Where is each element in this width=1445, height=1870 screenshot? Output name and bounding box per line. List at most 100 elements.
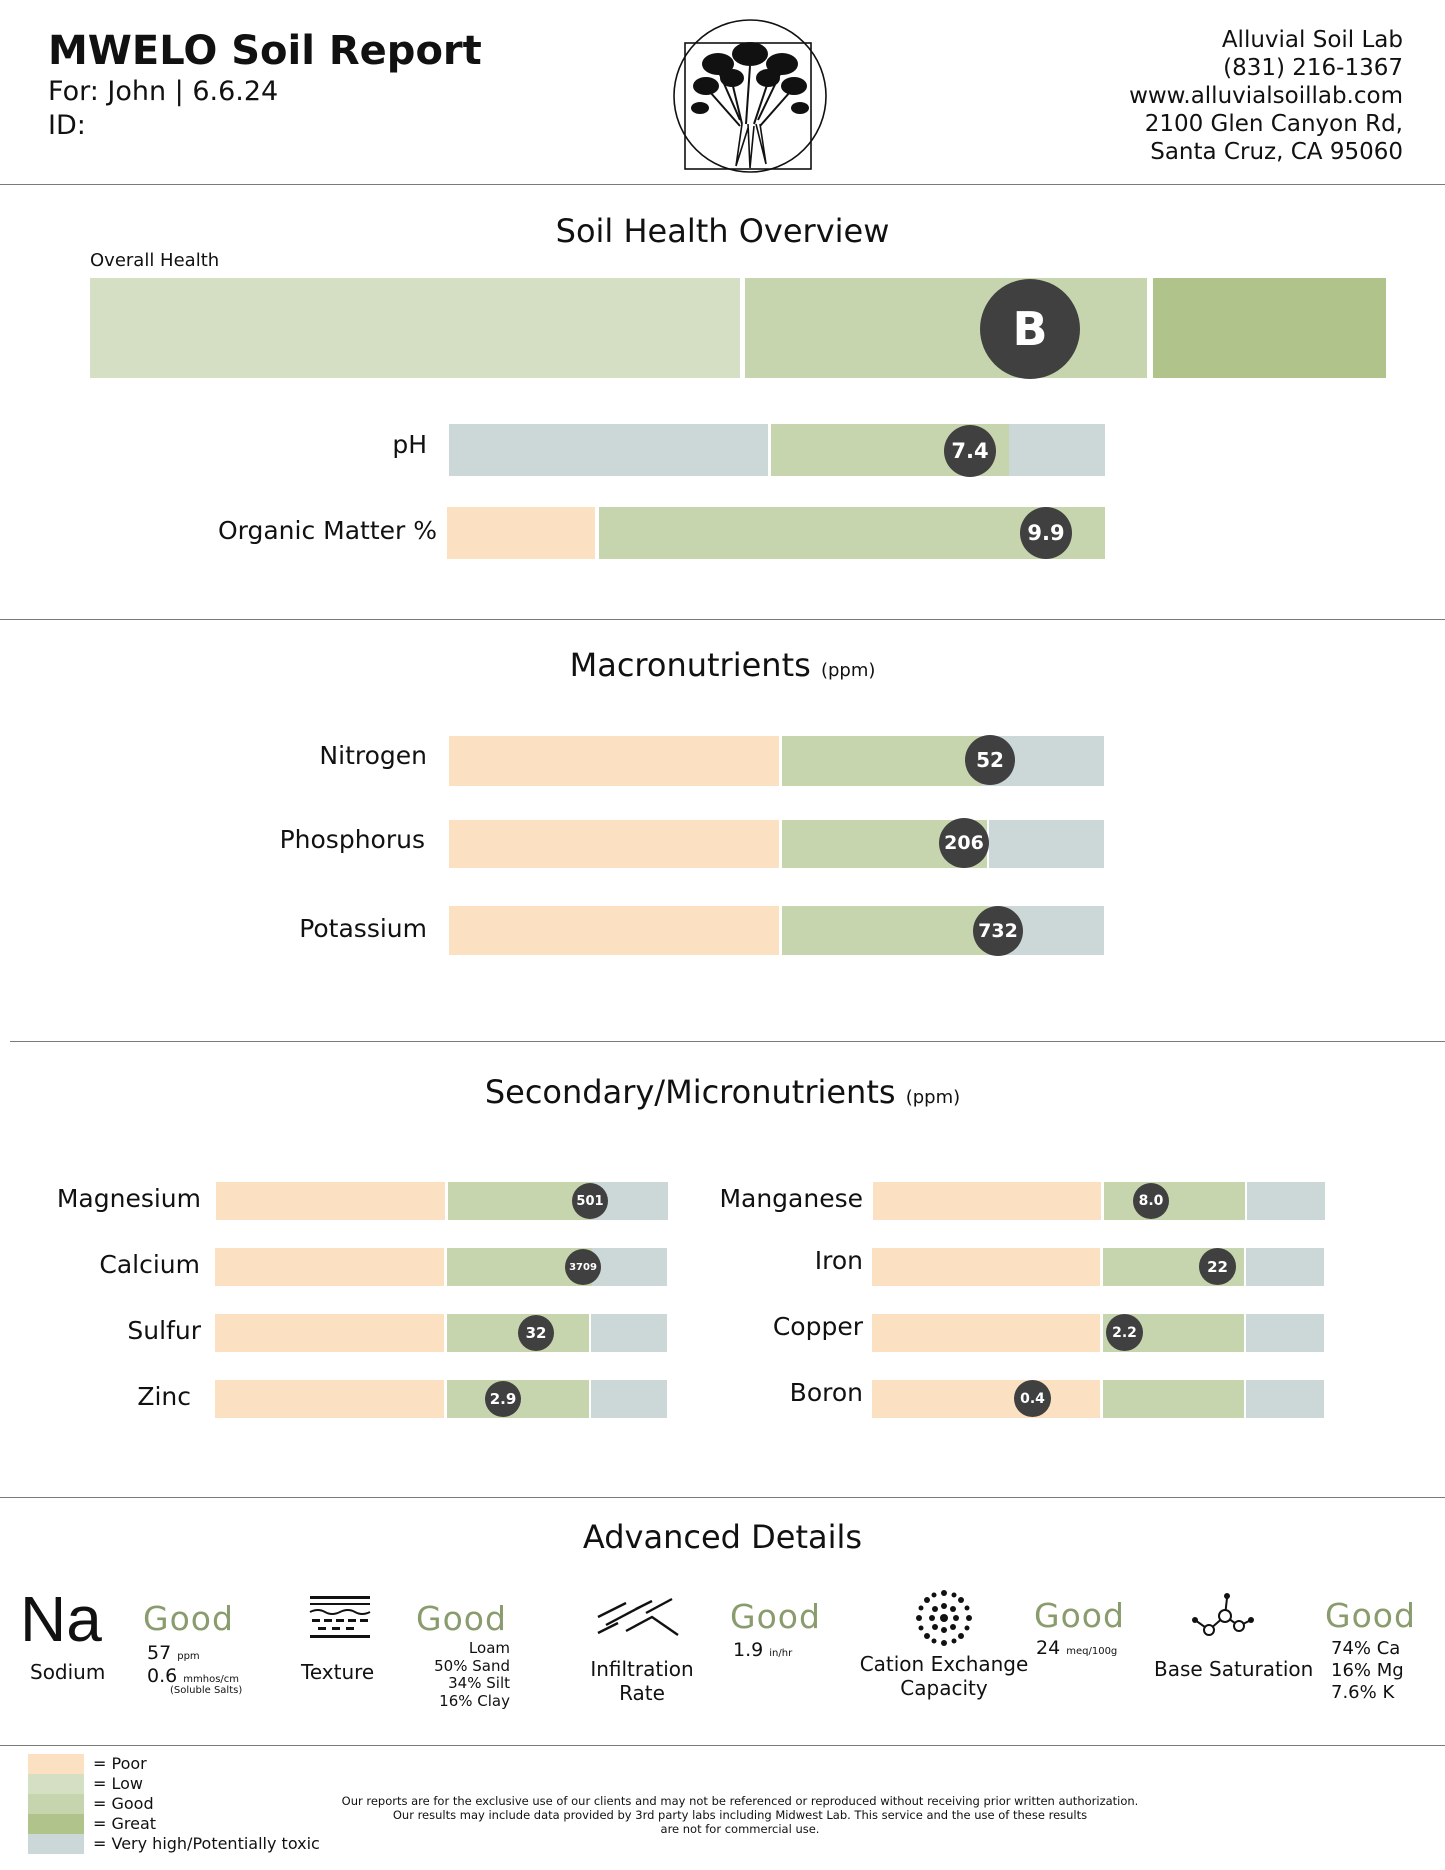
organic-matter-value-badge: 9.9 <box>1020 507 1072 559</box>
copper-label: Copper <box>772 1312 863 1341</box>
manganese-value-badge: 8.0 <box>1133 1183 1169 1219</box>
bar-segment-vhigh <box>1246 1248 1324 1286</box>
sodium-ppm-unit: ppm <box>177 1651 200 1662</box>
ph-bar <box>449 424 1105 476</box>
bar-segment-vhigh <box>1246 1314 1324 1352</box>
lab-city: Santa Cruz, CA 95060 <box>1150 139 1403 165</box>
bar-segment-good <box>1104 1182 1245 1220</box>
overall-grade-badge: B <box>980 279 1080 379</box>
bar-segment-vhigh <box>591 1380 667 1418</box>
iron-bar <box>872 1248 1324 1286</box>
sulfur-label: Sulfur <box>127 1316 201 1345</box>
macronutrients-unit: (ppm) <box>820 660 876 681</box>
micronutrients-unit: (ppm) <box>905 1087 961 1108</box>
sodium-ec-unit: mmhos/cm <box>183 1674 240 1685</box>
cation-cluster-icon <box>916 1590 972 1646</box>
sodium-label: Sodium <box>30 1660 106 1684</box>
id-line: ID: <box>48 110 86 141</box>
lab-street: 2100 Glen Canyon Rd, <box>1144 111 1403 137</box>
sodium-ppm: 57 ppm <box>147 1642 200 1664</box>
manganese-label: Manganese <box>719 1184 863 1213</box>
magnesium-label: Magnesium <box>56 1184 201 1213</box>
texture-silt: 34% Silt <box>448 1674 510 1692</box>
overall-health-label: Overall Health <box>90 250 220 271</box>
bar-segment-vhigh <box>1247 1182 1325 1220</box>
base-k: 7.6% K <box>1331 1682 1395 1703</box>
bar-segment-poor <box>449 736 779 786</box>
sulfur-bar <box>215 1314 667 1352</box>
bar-segment-poor <box>872 1248 1100 1286</box>
legend-label-good: = Good <box>93 1794 154 1813</box>
cec-unit: meq/100g <box>1066 1646 1118 1657</box>
bar-segment-good <box>782 736 982 786</box>
section-title-overview: Soil Health Overview <box>555 212 890 250</box>
client-date-line: For: John | 6.6.24 <box>48 76 279 107</box>
carrot-logo-icon <box>673 19 827 173</box>
organic-matter-label: Organic Matter % <box>217 516 437 545</box>
section-title-advanced: Advanced Details <box>582 1518 863 1556</box>
bar-segment-poor <box>449 820 779 868</box>
iron-value-badge: 22 <box>1199 1248 1236 1285</box>
infiltration-unit: in/hr <box>769 1648 793 1659</box>
potassium-label: Potassium <box>299 914 427 943</box>
calcium-value-badge: 3709 <box>565 1249 601 1285</box>
cec-label-line1: Cation Exchange <box>859 1652 1029 1676</box>
bar-segment-poor <box>215 1248 444 1286</box>
copper-bar <box>872 1314 1324 1352</box>
phosphorus-bar <box>449 820 1104 868</box>
legend-label-poor: = Poor <box>93 1754 147 1773</box>
iron-label: Iron <box>814 1246 863 1275</box>
bar-segment-good <box>1103 1380 1244 1418</box>
soil-layers-icon <box>309 1596 371 1638</box>
texture-rating: Good <box>416 1599 507 1638</box>
report-title: MWELO Soil Report <box>48 28 482 74</box>
bar-segment-good <box>448 1182 593 1220</box>
legend-swatch-low <box>28 1774 84 1794</box>
boron-value-badge: 0.4 <box>1014 1380 1051 1417</box>
micronutrients-title: Secondary/Micronutrients <box>484 1073 896 1111</box>
section-title-macronutrients: Macronutrients (ppm) <box>0 646 1445 684</box>
lab-website: www.alluvialsoillab.com <box>1129 83 1403 109</box>
cec-number: 24 <box>1036 1637 1061 1659</box>
nitrogen-value-badge: 52 <box>965 735 1015 785</box>
legend-swatch-great <box>28 1814 84 1834</box>
molecule-icon <box>1192 1593 1254 1636</box>
divider <box>0 1497 1445 1498</box>
zinc-value-badge: 2.9 <box>485 1381 521 1417</box>
texture-clay: 16% Clay <box>439 1691 510 1710</box>
base-saturation-label: Base Saturation <box>1154 1657 1314 1681</box>
magnesium-value-badge: 501 <box>572 1183 608 1219</box>
legend-swatch-poor <box>28 1754 84 1774</box>
sodium-ec: 0.6 mmhos/cm <box>147 1665 239 1687</box>
disclaimer-line3: are not for commercial use. <box>660 1822 820 1836</box>
calcium-label: Calcium <box>99 1250 200 1279</box>
bar-segment-poor <box>873 1182 1101 1220</box>
cec-value: 24 meq/100g <box>1036 1637 1117 1659</box>
base-ca: 74% Ca <box>1331 1638 1401 1659</box>
phosphorus-label: Phosphorus <box>279 825 425 854</box>
base-mg: 16% Mg <box>1331 1660 1404 1681</box>
sodium-ec-note: (Soluble Salts) <box>170 1685 243 1696</box>
texture-class: Loam <box>468 1639 510 1657</box>
phosphorus-value-badge: 206 <box>939 818 989 868</box>
copper-value-badge: 2.2 <box>1106 1314 1143 1351</box>
organic-matter-bar <box>447 507 1105 559</box>
sodium-symbol: Na <box>20 1583 102 1655</box>
legend-swatch-very-high <box>28 1834 84 1854</box>
infiltration-label-line1: Infiltration <box>590 1657 694 1681</box>
ph-label: pH <box>392 430 427 459</box>
lab-phone: (831) 216-1367 <box>1223 55 1403 81</box>
infiltration-icon <box>597 1597 679 1636</box>
infiltration-label: Infiltration Rate <box>587 1657 697 1705</box>
bar-segment-poor <box>215 1314 444 1352</box>
divider <box>0 184 1445 185</box>
divider <box>0 619 1445 620</box>
calcium-bar <box>215 1248 667 1286</box>
bar-segment-good <box>782 906 988 955</box>
macronutrients-title: Macronutrients <box>569 646 811 684</box>
divider <box>10 1041 1445 1042</box>
disclaimer-line1: Our reports are for the exclusive use of… <box>341 1794 1139 1808</box>
texture-label: Texture <box>301 1660 375 1684</box>
cec-label: Cation Exchange Capacity <box>856 1652 1032 1700</box>
lab-name: Alluvial Soil Lab <box>1221 27 1403 53</box>
